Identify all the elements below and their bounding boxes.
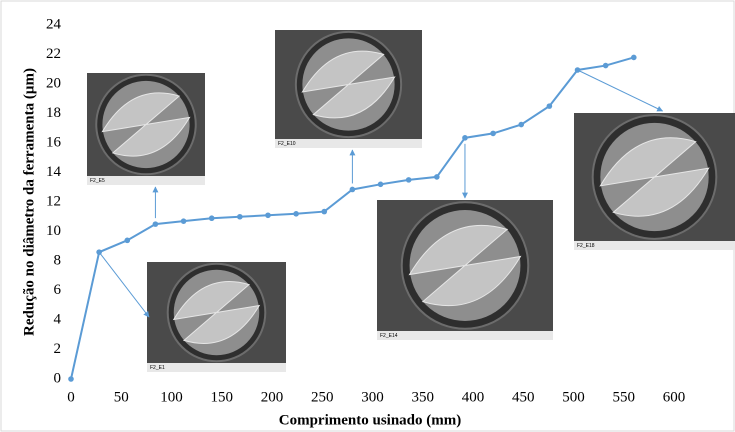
cutting-edge (599, 137, 710, 217)
y-tick-label: 2 (54, 341, 62, 357)
x-tick-label: 450 (512, 389, 535, 405)
data-point (237, 213, 243, 220)
data-point (405, 177, 412, 183)
data-point (152, 221, 159, 227)
data-point (602, 62, 609, 69)
y-tick-label: 14 (46, 164, 62, 180)
y-tick-label: 18 (46, 105, 61, 121)
data-point (518, 121, 525, 128)
y-tick-label: 20 (46, 75, 61, 91)
data-point (546, 103, 553, 109)
cutting-edge (172, 281, 261, 344)
data-point (293, 211, 299, 217)
data-point (321, 208, 328, 215)
y-tick-label: 4 (54, 311, 62, 327)
micrograph: F2_E14 (377, 200, 553, 340)
y-tick-label: 16 (46, 134, 62, 150)
x-tick-label: 350 (412, 389, 435, 405)
data-point (490, 130, 496, 137)
y-tick-label: 24 (46, 16, 62, 32)
micrograph: F2_E18 (574, 113, 735, 250)
x-tick-label: 300 (361, 389, 384, 405)
cutting-edge (301, 50, 396, 119)
micrograph: F2_E5 (87, 73, 205, 185)
x-axis-title: Comprimento usinado (mm) (279, 412, 462, 428)
y-axis-title: Redução no diâmetro da ferramenta (µm) (21, 68, 37, 336)
y-tick-label: 6 (54, 282, 62, 298)
micrograph: F2_E10 (275, 30, 422, 148)
micrograph-caption: F2_E10 (278, 141, 296, 147)
data-point (462, 135, 468, 141)
x-tick-label: 200 (261, 389, 284, 405)
x-tick-label: 150 (211, 389, 234, 405)
x-tick-label: 400 (462, 389, 485, 405)
data-point (124, 237, 131, 244)
micrograph: F2_E1 (147, 262, 286, 372)
x-tick-label: 600 (663, 389, 686, 405)
data-point (434, 174, 440, 180)
data-point (377, 181, 384, 188)
caption-bar (275, 139, 422, 148)
data-point (180, 218, 187, 224)
cutting-edge (408, 224, 522, 307)
caption-bar (574, 241, 735, 250)
caption-bar (147, 363, 286, 372)
x-tick-label: 50 (114, 389, 129, 405)
x-tick-label: 0 (67, 389, 75, 405)
data-point (68, 376, 74, 382)
y-tick-label: 0 (54, 370, 62, 386)
cutting-edge (101, 92, 191, 157)
x-tick-label: 100 (160, 389, 183, 405)
pointer-arrow (98, 251, 150, 318)
data-point (349, 186, 356, 193)
data-point (265, 212, 271, 219)
pointer-arrow (577, 69, 664, 112)
data-point (208, 215, 215, 222)
y-tick-label: 8 (54, 252, 62, 268)
caption-bar (87, 176, 205, 185)
micrograph-caption: F2_E5 (90, 178, 105, 184)
y-tick-label: 10 (46, 223, 61, 239)
data-point (631, 54, 637, 61)
micrograph-caption: F2_E18 (577, 243, 595, 249)
x-tick-label: 550 (613, 389, 636, 405)
y-tick-label: 22 (46, 46, 61, 62)
micrograph-caption: F2_E14 (380, 333, 398, 339)
x-tick-label: 250 (311, 389, 334, 405)
caption-bar (377, 331, 553, 340)
micrograph-caption: F2_E1 (150, 365, 165, 371)
y-tick-label: 12 (46, 193, 61, 209)
x-tick-label: 500 (562, 389, 585, 405)
